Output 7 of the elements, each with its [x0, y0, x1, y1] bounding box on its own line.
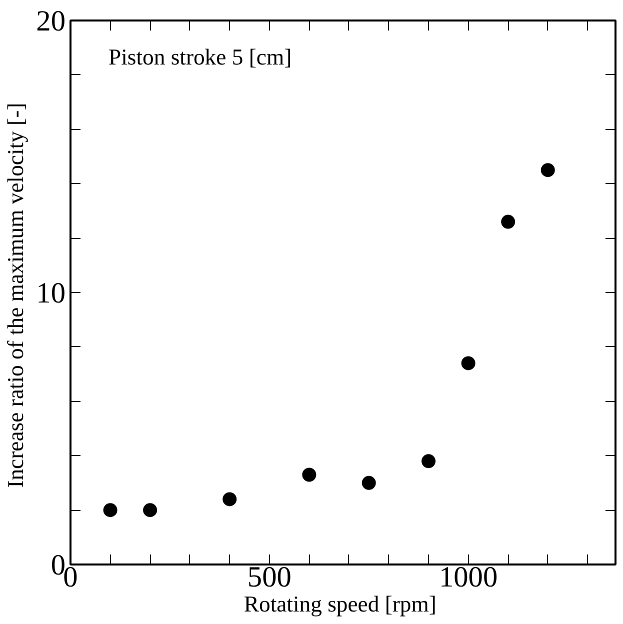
x-axis-title: Rotating speed [rpm] — [244, 592, 436, 616]
x-tick-label: 1000 — [438, 562, 498, 594]
y-tick-label: 10 — [36, 278, 66, 310]
y-axis-title: Increase ratio of the maximum velocity [-] — [3, 102, 28, 488]
y-tick-label: 20 — [36, 6, 66, 38]
x-tick-label: 500 — [247, 562, 292, 594]
annotation: Piston stroke 5 [cm] — [108, 44, 292, 70]
